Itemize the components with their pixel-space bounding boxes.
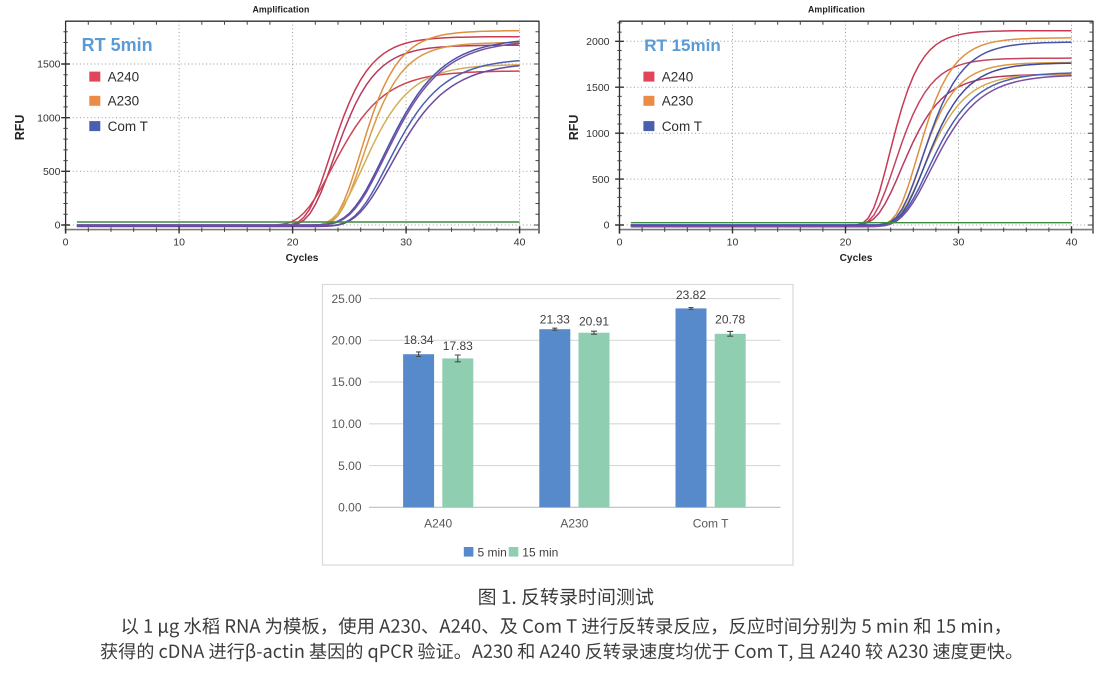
svg-text:500: 500	[592, 174, 610, 186]
svg-text:A230: A230	[662, 94, 694, 109]
svg-text:20.91: 20.91	[579, 315, 609, 329]
svg-text:40: 40	[1066, 237, 1078, 249]
svg-text:18.34: 18.34	[404, 333, 434, 347]
svg-text:0: 0	[63, 237, 69, 249]
svg-text:Com T: Com T	[662, 119, 702, 134]
svg-text:RT 15min: RT 15min	[644, 36, 721, 55]
svg-text:A230: A230	[560, 517, 588, 531]
svg-text:15 min: 15 min	[522, 545, 558, 559]
svg-text:A240: A240	[662, 69, 694, 84]
svg-text:Cycles: Cycles	[840, 253, 873, 264]
svg-text:A240: A240	[108, 69, 140, 84]
svg-text:A240: A240	[424, 517, 452, 531]
svg-text:25.00: 25.00	[331, 292, 361, 306]
svg-text:0: 0	[604, 220, 610, 232]
svg-text:23.82: 23.82	[676, 288, 706, 302]
svg-text:1500: 1500	[37, 59, 61, 71]
svg-text:A230: A230	[108, 94, 140, 109]
svg-text:1000: 1000	[37, 112, 61, 124]
svg-text:20: 20	[287, 237, 299, 249]
svg-text:0: 0	[617, 237, 623, 249]
svg-text:20.78: 20.78	[715, 313, 745, 327]
svg-text:21.33: 21.33	[540, 312, 570, 326]
svg-text:20.00: 20.00	[331, 334, 361, 348]
svg-text:30: 30	[400, 237, 412, 249]
svg-text:10: 10	[173, 237, 185, 249]
svg-text:1000: 1000	[586, 128, 610, 140]
svg-text:500: 500	[43, 166, 61, 178]
svg-text:40: 40	[514, 237, 526, 249]
svg-text:Com T: Com T	[693, 517, 729, 531]
svg-text:Amplification: Amplification	[252, 5, 309, 15]
svg-text:20: 20	[840, 237, 852, 249]
svg-text:5 min: 5 min	[478, 545, 507, 559]
svg-text:RFU: RFU	[567, 115, 581, 141]
svg-text:RFU: RFU	[13, 115, 27, 141]
svg-text:15.00: 15.00	[331, 375, 361, 389]
svg-text:Amplification: Amplification	[808, 5, 865, 15]
svg-text:30: 30	[953, 237, 965, 249]
svg-text:Cycles: Cycles	[286, 253, 319, 264]
svg-text:1500: 1500	[586, 82, 610, 94]
svg-text:17.83: 17.83	[443, 339, 473, 353]
svg-text:10: 10	[727, 237, 739, 249]
svg-text:2000: 2000	[586, 36, 610, 48]
svg-text:5.00: 5.00	[338, 459, 362, 473]
svg-text:RT 5min: RT 5min	[82, 35, 153, 55]
svg-text:Com T: Com T	[108, 119, 148, 134]
svg-text:0: 0	[55, 220, 61, 232]
svg-text:10.00: 10.00	[331, 417, 361, 431]
svg-text:0.00: 0.00	[338, 501, 362, 515]
